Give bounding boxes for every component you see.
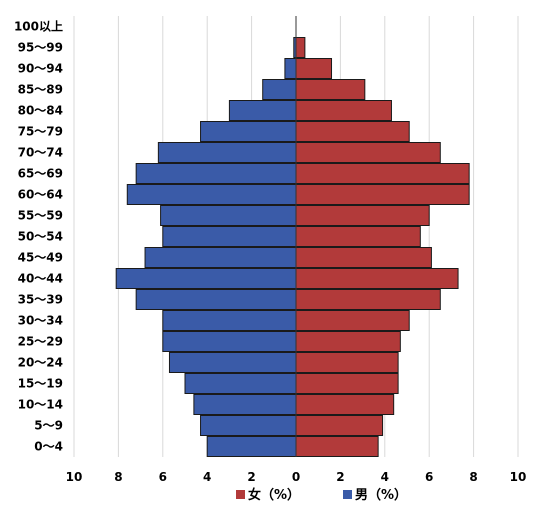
x-tick-label: 2 [247, 470, 255, 484]
legend-swatch-female [236, 490, 245, 499]
bar-female [295, 184, 470, 205]
x-tick-label: 6 [425, 470, 433, 484]
bar-male [168, 352, 297, 373]
bar-male [200, 415, 297, 436]
age-group-label: 75～79 [18, 125, 63, 139]
bar-female [295, 268, 459, 289]
bar-male [162, 331, 297, 352]
age-group-label: 40～44 [18, 272, 63, 286]
bar-female [295, 205, 430, 226]
bar-female [295, 37, 306, 58]
age-group-label: 95～99 [18, 41, 63, 55]
bar-female [295, 100, 392, 121]
x-tick-label: 10 [66, 470, 83, 484]
bar-female [295, 289, 441, 310]
x-tick-labels: 10 8 6 4 2 0 2 4 6 8 10 [66, 470, 527, 484]
bar-male [157, 142, 297, 163]
bar-male [135, 163, 297, 184]
bar-female [295, 79, 366, 100]
bar-female [295, 331, 401, 352]
bar-female [295, 121, 410, 142]
bar-male [126, 184, 297, 205]
age-group-label: 80～84 [18, 104, 63, 118]
legend: 女（%） 男（%） [236, 487, 407, 503]
x-tick-label: 8 [469, 470, 477, 484]
bar-female [295, 310, 410, 331]
age-group-label: 35～39 [18, 293, 63, 307]
bar-male [200, 121, 297, 142]
x-tick-label: 4 [381, 470, 389, 484]
age-group-label: 30～34 [18, 314, 63, 328]
x-tick-label: 0 [292, 470, 300, 484]
age-group-label: 5～9 [34, 419, 63, 433]
age-group-label: 45～49 [18, 251, 63, 265]
age-group-label: 65～69 [18, 167, 63, 181]
bar-female [295, 394, 395, 415]
bar-female [295, 142, 441, 163]
bar-female [295, 415, 384, 436]
x-tick-label: 10 [510, 470, 527, 484]
bar-male [144, 247, 297, 268]
legend-label-female: 女（%） [248, 487, 300, 503]
age-group-label: 50～54 [18, 230, 63, 244]
age-group-label: 100以上 [14, 19, 63, 34]
bar-male [184, 373, 297, 394]
x-tick-label: 2 [336, 470, 344, 484]
x-tick-label: 4 [203, 470, 211, 484]
age-group-label: 60～64 [18, 188, 63, 202]
bar-male [115, 268, 297, 289]
age-group-label: 55～59 [18, 209, 63, 223]
bar-female [295, 58, 333, 79]
bar-male [262, 79, 297, 100]
bar-female [295, 373, 399, 394]
bar-female [295, 163, 470, 184]
age-group-label: 15～19 [18, 377, 63, 391]
x-tick-label: 6 [159, 470, 167, 484]
bar-male [162, 310, 297, 331]
bar-female [295, 247, 432, 268]
age-group-label: 25～29 [18, 335, 63, 349]
bar-female [295, 352, 399, 373]
bar-female [295, 226, 421, 247]
bar-male [284, 58, 297, 79]
age-group-label: 90～94 [18, 62, 63, 76]
age-group-label: 70～74 [18, 146, 63, 160]
bar-male [206, 436, 297, 457]
age-group-label: 10～14 [18, 398, 63, 412]
age-group-label: 0～4 [34, 440, 63, 454]
bar-male [135, 289, 297, 310]
age-group-labels: 100以上 95～99 90～94 85～89 80～84 75～79 70～74 65～69… [14, 19, 63, 454]
bar-male [193, 394, 297, 415]
bar-male [160, 205, 297, 226]
legend-label-male: 男（%） [355, 487, 407, 503]
bar-female [295, 436, 379, 457]
bar-male [228, 100, 297, 121]
bar-male [162, 226, 297, 247]
legend-swatch-male [343, 490, 352, 499]
x-tick-label: 8 [114, 470, 122, 484]
age-group-label: 85～89 [18, 83, 63, 97]
female-bars [295, 37, 470, 457]
age-group-label: 20～24 [18, 356, 63, 370]
male-bars [115, 37, 297, 457]
